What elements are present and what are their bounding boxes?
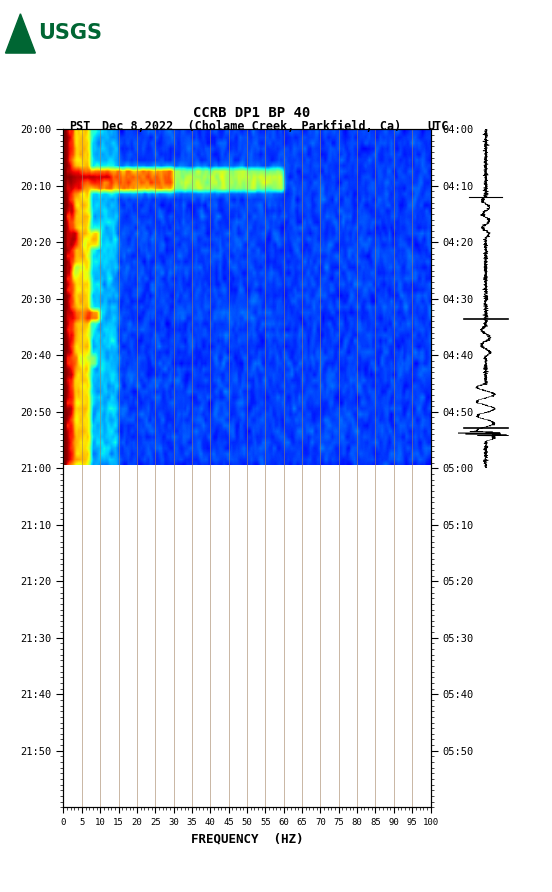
Text: PST: PST <box>69 120 91 133</box>
Polygon shape <box>6 13 35 54</box>
X-axis label: FREQUENCY  (HZ): FREQUENCY (HZ) <box>191 832 303 846</box>
Text: UTC: UTC <box>428 120 449 133</box>
Text: USGS: USGS <box>38 23 102 44</box>
Text: CCRB DP1 BP 40: CCRB DP1 BP 40 <box>193 106 310 120</box>
Text: Dec 8,2022  (Cholame Creek, Parkfield, Ca): Dec 8,2022 (Cholame Creek, Parkfield, Ca… <box>102 120 401 133</box>
